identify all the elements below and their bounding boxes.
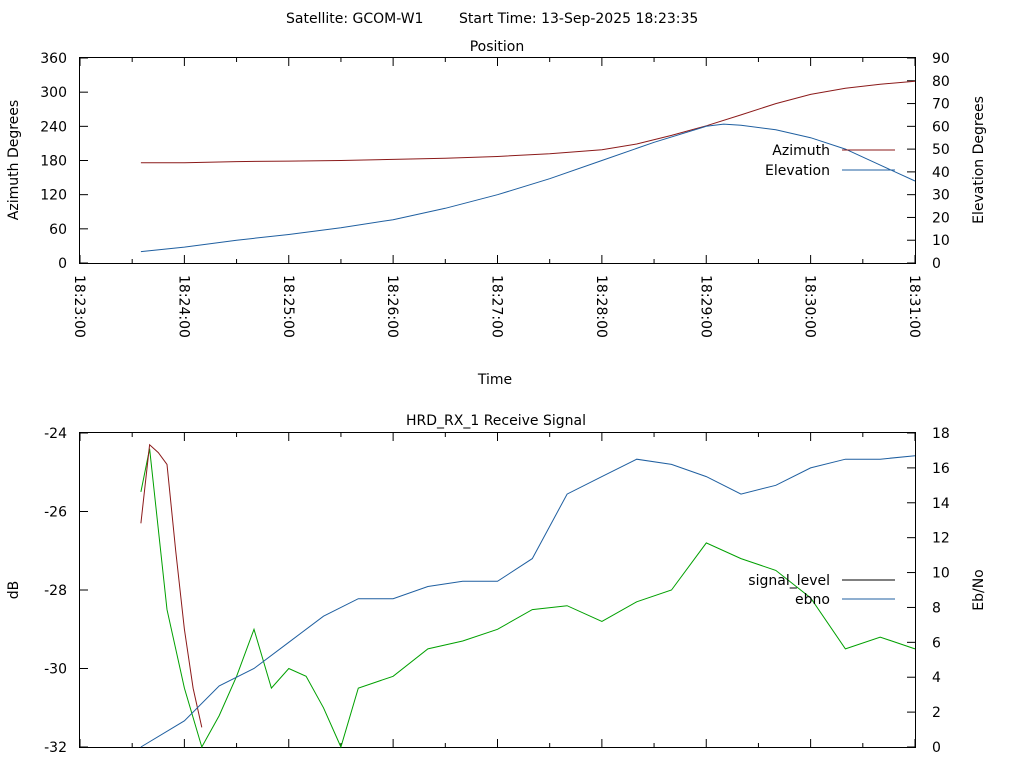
chart2-y2tick-label: 18 (932, 426, 950, 442)
chart1-y2tick-label: 0 (932, 256, 941, 272)
chart1-ytick-label: 120 (40, 188, 67, 204)
chart1-y2tick-label: 20 (932, 210, 950, 226)
chart2-legend-signal-label: signal_level (748, 573, 830, 589)
chart2-y2tick-label: 0 (932, 740, 941, 756)
chart1-xtick-label: 18:28:00 (593, 275, 609, 338)
chart2-ytick-label: -24 (44, 426, 67, 442)
chart1-frame (79, 57, 916, 264)
chart2-legend-ebno-label: ebno (795, 592, 830, 608)
series-ebno-line (140, 455, 916, 748)
chart1-xtick-label: 18:24:00 (175, 275, 191, 338)
series-Azimuth-line (140, 80, 916, 164)
chart1-y2tick-label: 50 (932, 142, 950, 158)
chart1-ytick-label: 240 (40, 119, 67, 135)
chart1-y2tick-label: 70 (932, 97, 950, 113)
chart2-ytick-label: -30 (44, 662, 67, 678)
chart1-y2tick-label: 60 (932, 119, 950, 135)
chart1-legend-elevation-label: Elevation (765, 163, 830, 179)
series-signal-level-line (140, 448, 916, 749)
chart1-ylabel: Azimuth Degrees (6, 100, 22, 220)
chart2-y2tick-label: 16 (932, 461, 950, 477)
header-satellite: Satellite: GCOM-W1 (286, 11, 423, 27)
series-Elevation-line (140, 123, 916, 253)
chart1-y2tick-label: 90 (932, 51, 950, 67)
chart2-ytick-label: -26 (44, 505, 67, 521)
chart2-frame (79, 432, 916, 748)
chart2-ylabel: dB (6, 581, 22, 600)
chart2-y2tick-label: 4 (932, 670, 941, 686)
chart1-y2label: Elevation Degrees (971, 96, 987, 224)
chart1-ytick-label: 300 (40, 85, 67, 101)
chart2-ytick-label: -28 (44, 583, 67, 599)
chart1-xtick-label: 18:30:00 (802, 275, 818, 338)
chart1-xtick-label: 18:31:00 (906, 275, 922, 338)
chart2-y2tick-label: 2 (932, 705, 941, 721)
header-start-time: Start Time: 13-Sep-2025 18:23:35 (459, 11, 698, 27)
chart1-ytick-label: 60 (49, 222, 67, 238)
chart2-title: HRD_RX_1 Receive Signal (406, 413, 586, 429)
chart1-xtick-label: 18:26:00 (384, 275, 400, 338)
chart1-legend-azimuth-label: Azimuth (772, 143, 830, 159)
chart2-ytick-label: -32 (44, 740, 67, 756)
chart2-y2label: Eb/No (971, 569, 987, 611)
chart1-xtick-label: 18:27:00 (489, 275, 505, 338)
chart1-ytick-label: 0 (58, 256, 67, 272)
chart1-xtick-label: 18:25:00 (280, 275, 296, 338)
chart1-y2tick-label: 30 (932, 188, 950, 204)
chart1-xtick-label: 18:23:00 (71, 275, 87, 338)
chart1-xlabel: Time (477, 372, 512, 388)
series-signal-level-pre-lock-line (140, 443, 203, 728)
chart2-y2tick-label: 12 (932, 531, 950, 547)
chart1-xtick-label: 18:29:00 (697, 275, 713, 338)
chart2-y2tick-label: 8 (932, 600, 941, 616)
chart1-y2tick-label: 80 (932, 74, 950, 90)
chart2-y2tick-label: 14 (932, 496, 950, 512)
chart1-title: Position (470, 39, 525, 55)
chart1-y2tick-label: 10 (932, 233, 950, 249)
chart1-ytick-label: 180 (40, 154, 67, 170)
chart2-y2tick-label: 6 (932, 635, 941, 651)
chart2-y2tick-label: 10 (932, 566, 950, 582)
chart1-y2tick-label: 40 (932, 165, 950, 181)
chart1-ytick-label: 360 (40, 51, 67, 67)
